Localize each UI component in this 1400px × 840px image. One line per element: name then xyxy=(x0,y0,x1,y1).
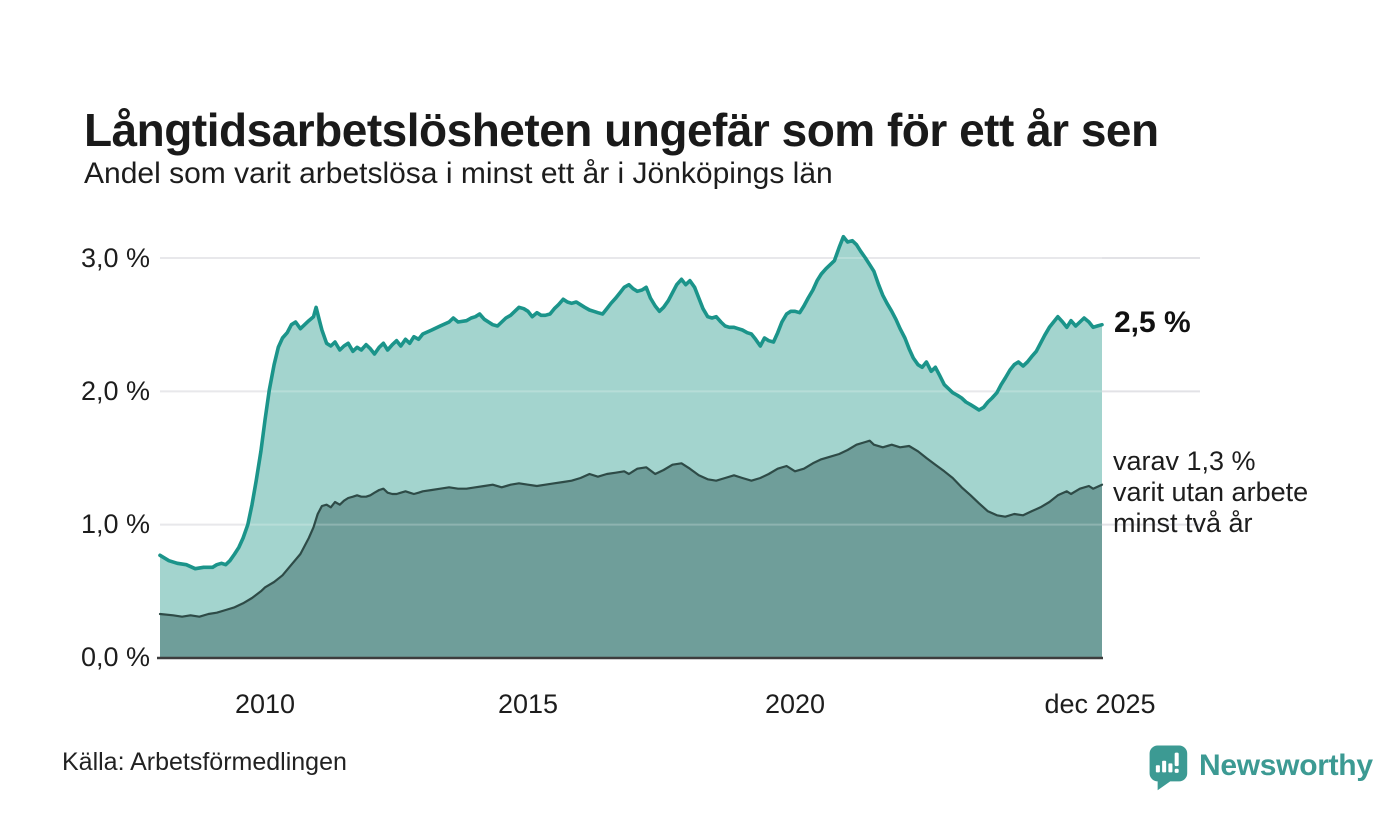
newsworthy-wordmark: Newsworthy xyxy=(1199,749,1373,782)
twoyear-label-line-2: varit utan arbete xyxy=(1113,477,1309,507)
x-axis-label-2020: 2020 xyxy=(764,689,826,719)
x-axis-label-2010: 2010 xyxy=(234,689,296,719)
series-end-label-twoyear: varav 1,3 % varit utan arbete minst två … xyxy=(1113,446,1308,539)
x-axis-label-2015: 2015 xyxy=(497,689,559,719)
twoyear-label-line-1: varav 1,3 % xyxy=(1113,446,1256,476)
twoyear-label-line-3: minst två år xyxy=(1113,508,1253,538)
y-axis-label-0: 0,0 % xyxy=(80,642,150,672)
page-title: Långtidsarbetslösheten ungefär som för e… xyxy=(84,103,1159,156)
y-axis-label-2: 2,0 % xyxy=(80,376,150,406)
source-credit: Källa: Arbetsförmedlingen xyxy=(62,748,347,776)
y-axis-label-1: 1,0 % xyxy=(80,509,150,539)
x-axis-label-dec-2025: dec 2025 xyxy=(1044,689,1156,719)
newsworthy-logo: Newsworthy xyxy=(1146,743,1373,791)
newsworthy-icon xyxy=(1149,745,1188,791)
chart-subtitle: Andel som varit arbetslösa i minst ett å… xyxy=(84,157,833,190)
series-end-label-total: 2,5 % xyxy=(1114,306,1191,339)
y-axis-label-3: 3,0 % xyxy=(80,243,150,273)
